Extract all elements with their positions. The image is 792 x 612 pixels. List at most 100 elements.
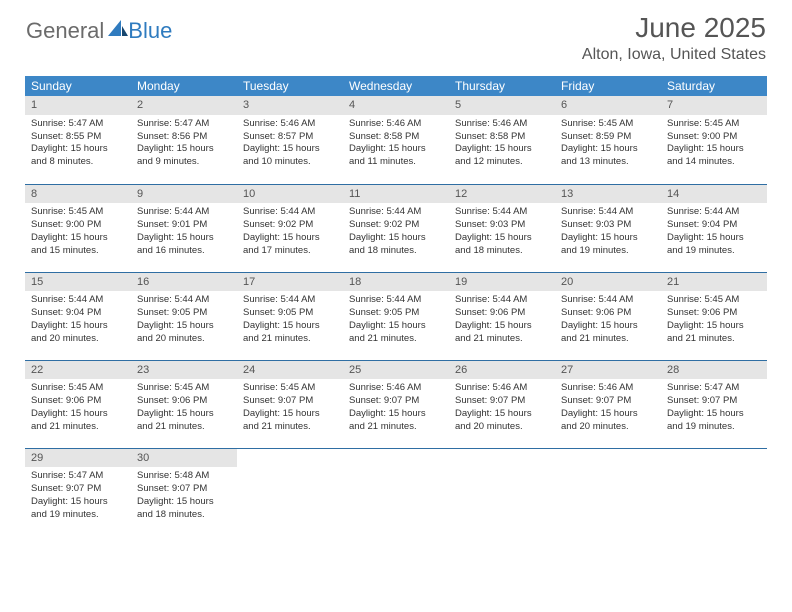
calendar-row: 1Sunrise: 5:47 AMSunset: 8:55 PMDaylight… — [25, 96, 767, 184]
daylight-line: Daylight: 15 hours and 21 minutes. — [667, 320, 761, 346]
weekday-header: Tuesday — [237, 76, 343, 96]
sunrise-line: Sunrise: 5:47 AM — [31, 118, 125, 131]
day-content: Sunrise: 5:45 AMSunset: 9:06 PMDaylight:… — [131, 379, 237, 439]
calendar-cell: 16Sunrise: 5:44 AMSunset: 9:05 PMDayligh… — [131, 272, 237, 360]
sunrise-line: Sunrise: 5:44 AM — [455, 294, 549, 307]
daylight-line: Daylight: 15 hours and 19 minutes. — [31, 496, 125, 522]
sunrise-line: Sunrise: 5:44 AM — [561, 294, 655, 307]
sunset-line: Sunset: 9:03 PM — [561, 219, 655, 232]
day-content: Sunrise: 5:47 AMSunset: 8:55 PMDaylight:… — [25, 115, 131, 175]
day-content: Sunrise: 5:45 AMSunset: 9:00 PMDaylight:… — [25, 203, 131, 263]
day-content: Sunrise: 5:44 AMSunset: 9:06 PMDaylight:… — [449, 291, 555, 351]
sunset-line: Sunset: 9:07 PM — [561, 395, 655, 408]
calendar-cell: 14Sunrise: 5:44 AMSunset: 9:04 PMDayligh… — [661, 184, 767, 272]
calendar-cell: .. — [661, 448, 767, 536]
day-content: Sunrise: 5:44 AMSunset: 9:04 PMDaylight:… — [661, 203, 767, 263]
calendar-cell: 15Sunrise: 5:44 AMSunset: 9:04 PMDayligh… — [25, 272, 131, 360]
day-number: 19 — [449, 273, 555, 292]
calendar-cell: .. — [555, 448, 661, 536]
calendar-cell: 13Sunrise: 5:44 AMSunset: 9:03 PMDayligh… — [555, 184, 661, 272]
sunset-line: Sunset: 9:05 PM — [137, 307, 231, 320]
day-number: 9 — [131, 185, 237, 204]
sunrise-line: Sunrise: 5:46 AM — [349, 118, 443, 131]
location-label: Alton, Iowa, United States — [582, 46, 766, 64]
sunrise-line: Sunrise: 5:46 AM — [455, 382, 549, 395]
day-number: 25 — [343, 361, 449, 380]
sunrise-line: Sunrise: 5:44 AM — [31, 294, 125, 307]
weekday-header: Thursday — [449, 76, 555, 96]
weekday-header: Sunday — [25, 76, 131, 96]
calendar-cell: 28Sunrise: 5:47 AMSunset: 9:07 PMDayligh… — [661, 360, 767, 448]
calendar-cell: 19Sunrise: 5:44 AMSunset: 9:06 PMDayligh… — [449, 272, 555, 360]
day-content: Sunrise: 5:44 AMSunset: 9:05 PMDaylight:… — [343, 291, 449, 351]
day-number: 14 — [661, 185, 767, 204]
weekday-header-row: Sunday Monday Tuesday Wednesday Thursday… — [25, 76, 767, 96]
sunset-line: Sunset: 9:07 PM — [349, 395, 443, 408]
daylight-line: Daylight: 15 hours and 19 minutes. — [561, 232, 655, 258]
day-content: Sunrise: 5:46 AMSunset: 8:57 PMDaylight:… — [237, 115, 343, 175]
calendar-row: 15Sunrise: 5:44 AMSunset: 9:04 PMDayligh… — [25, 272, 767, 360]
day-content: Sunrise: 5:47 AMSunset: 9:07 PMDaylight:… — [25, 467, 131, 527]
sunset-line: Sunset: 8:57 PM — [243, 131, 337, 144]
sunset-line: Sunset: 9:04 PM — [667, 219, 761, 232]
calendar-cell: 25Sunrise: 5:46 AMSunset: 9:07 PMDayligh… — [343, 360, 449, 448]
calendar-cell: .. — [237, 448, 343, 536]
daylight-line: Daylight: 15 hours and 21 minutes. — [349, 320, 443, 346]
day-content: Sunrise: 5:44 AMSunset: 9:05 PMDaylight:… — [237, 291, 343, 351]
sunrise-line: Sunrise: 5:44 AM — [667, 206, 761, 219]
weekday-header: Monday — [131, 76, 237, 96]
sunset-line: Sunset: 9:07 PM — [137, 483, 231, 496]
calendar-row: 29Sunrise: 5:47 AMSunset: 9:07 PMDayligh… — [25, 448, 767, 536]
daylight-line: Daylight: 15 hours and 21 minutes. — [561, 320, 655, 346]
sunset-line: Sunset: 9:06 PM — [31, 395, 125, 408]
day-number: 10 — [237, 185, 343, 204]
sunset-line: Sunset: 9:07 PM — [243, 395, 337, 408]
calendar-cell: 12Sunrise: 5:44 AMSunset: 9:03 PMDayligh… — [449, 184, 555, 272]
sunrise-line: Sunrise: 5:45 AM — [243, 382, 337, 395]
daylight-line: Daylight: 15 hours and 20 minutes. — [137, 320, 231, 346]
daylight-line: Daylight: 15 hours and 18 minutes. — [349, 232, 443, 258]
sunset-line: Sunset: 9:02 PM — [349, 219, 443, 232]
calendar-row: 22Sunrise: 5:45 AMSunset: 9:06 PMDayligh… — [25, 360, 767, 448]
calendar-cell: 20Sunrise: 5:44 AMSunset: 9:06 PMDayligh… — [555, 272, 661, 360]
daylight-line: Daylight: 15 hours and 14 minutes. — [667, 143, 761, 169]
day-number: 1 — [25, 96, 131, 115]
day-number: 3 — [237, 96, 343, 115]
day-number: 30 — [131, 449, 237, 468]
sunset-line: Sunset: 8:55 PM — [31, 131, 125, 144]
sunset-line: Sunset: 9:01 PM — [137, 219, 231, 232]
sunset-line: Sunset: 8:59 PM — [561, 131, 655, 144]
day-content: Sunrise: 5:46 AMSunset: 9:07 PMDaylight:… — [449, 379, 555, 439]
sunset-line: Sunset: 9:02 PM — [243, 219, 337, 232]
brand-logo: General Blue — [26, 12, 172, 44]
day-number: 28 — [661, 361, 767, 380]
sunrise-line: Sunrise: 5:44 AM — [243, 206, 337, 219]
sunset-line: Sunset: 9:00 PM — [667, 131, 761, 144]
sunset-line: Sunset: 8:58 PM — [349, 131, 443, 144]
sunrise-line: Sunrise: 5:47 AM — [667, 382, 761, 395]
daylight-line: Daylight: 15 hours and 20 minutes. — [561, 408, 655, 434]
sunset-line: Sunset: 8:58 PM — [455, 131, 549, 144]
day-content: Sunrise: 5:45 AMSunset: 9:07 PMDaylight:… — [237, 379, 343, 439]
day-number: 26 — [449, 361, 555, 380]
day-content: Sunrise: 5:46 AMSunset: 9:07 PMDaylight:… — [555, 379, 661, 439]
day-number: 7 — [661, 96, 767, 115]
day-number: 4 — [343, 96, 449, 115]
calendar-cell: 5Sunrise: 5:46 AMSunset: 8:58 PMDaylight… — [449, 96, 555, 184]
day-number: 12 — [449, 185, 555, 204]
day-content: Sunrise: 5:47 AMSunset: 8:56 PMDaylight:… — [131, 115, 237, 175]
sunrise-line: Sunrise: 5:44 AM — [243, 294, 337, 307]
calendar-cell: 27Sunrise: 5:46 AMSunset: 9:07 PMDayligh… — [555, 360, 661, 448]
calendar-cell: 11Sunrise: 5:44 AMSunset: 9:02 PMDayligh… — [343, 184, 449, 272]
calendar-cell: 2Sunrise: 5:47 AMSunset: 8:56 PMDaylight… — [131, 96, 237, 184]
calendar-cell: 26Sunrise: 5:46 AMSunset: 9:07 PMDayligh… — [449, 360, 555, 448]
sunrise-line: Sunrise: 5:46 AM — [349, 382, 443, 395]
sunrise-line: Sunrise: 5:44 AM — [137, 206, 231, 219]
calendar-cell: 7Sunrise: 5:45 AMSunset: 9:00 PMDaylight… — [661, 96, 767, 184]
calendar-cell: 29Sunrise: 5:47 AMSunset: 9:07 PMDayligh… — [25, 448, 131, 536]
day-number: 8 — [25, 185, 131, 204]
calendar-cell: 18Sunrise: 5:44 AMSunset: 9:05 PMDayligh… — [343, 272, 449, 360]
weekday-header: Saturday — [661, 76, 767, 96]
day-number: 22 — [25, 361, 131, 380]
daylight-line: Daylight: 15 hours and 21 minutes. — [243, 408, 337, 434]
